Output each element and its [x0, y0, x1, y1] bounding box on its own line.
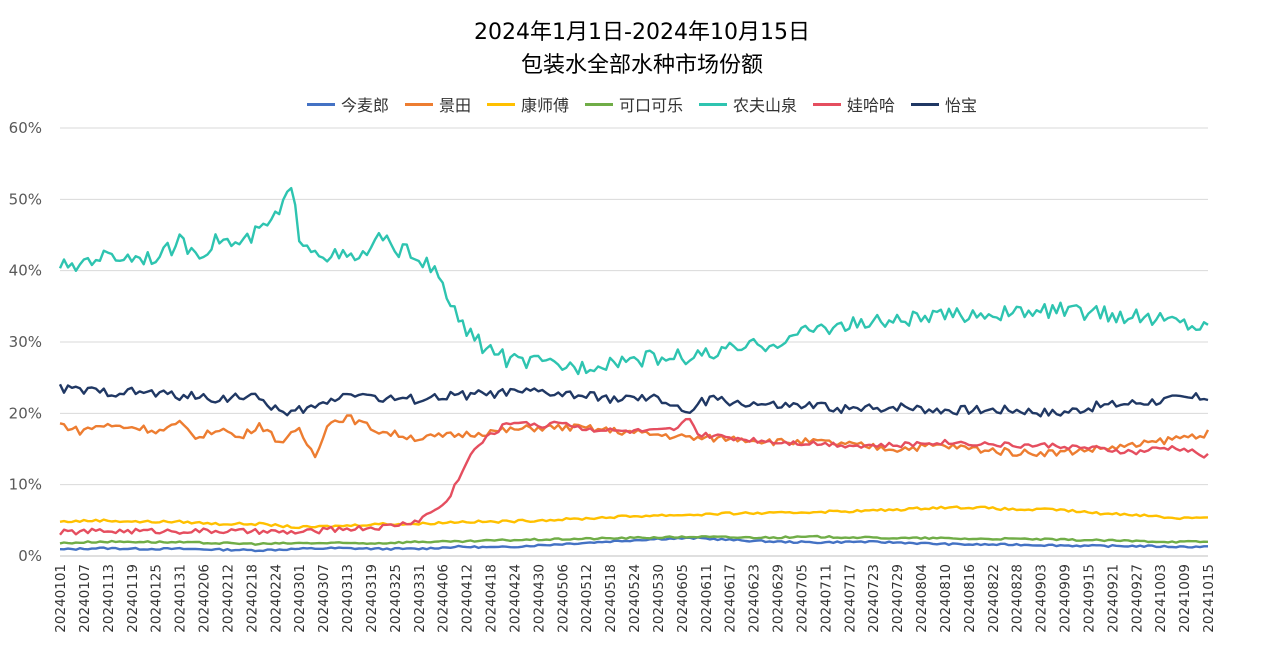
x-tick-label: 20240729 — [890, 564, 906, 633]
legend-item: 康师傅 — [486, 92, 569, 116]
x-tick-label: 20240430 — [531, 564, 547, 633]
legend-label: 康师傅 — [520, 96, 569, 115]
x-tick-label: 20240113 — [101, 564, 117, 633]
series-line-6 — [58, 383, 1209, 418]
legend-label: 可口可乐 — [618, 96, 683, 115]
legend-label: 今麦郎 — [340, 96, 389, 115]
x-tick-label: 20240605 — [675, 564, 691, 633]
legend-swatch — [584, 102, 613, 106]
y-tick-label: 50% — [9, 190, 42, 208]
x-tick-label: 20240530 — [651, 564, 667, 633]
legend-swatch — [699, 102, 727, 106]
legend-swatch — [486, 102, 515, 106]
x-tick-label: 20240218 — [244, 564, 260, 633]
x-tick-label: 20240119 — [125, 564, 141, 633]
legend-label: 娃哈哈 — [847, 96, 896, 115]
legend-item: 可口可乐 — [584, 92, 683, 116]
x-tick-label: 20240617 — [723, 564, 739, 633]
x-tick-label: 20240424 — [507, 564, 523, 633]
x-tick-label: 20240629 — [771, 564, 787, 633]
x-tick-label: 20240107 — [77, 564, 93, 633]
legend-swatch — [813, 102, 842, 106]
x-tick-label: 20240418 — [484, 564, 500, 633]
series-line-0 — [59, 536, 1208, 553]
y-tick-label: 0% — [18, 547, 42, 565]
x-tick-label: 20240506 — [555, 564, 571, 633]
gridlines — [60, 127, 1208, 557]
x-tick-label: 20240915 — [1081, 564, 1097, 633]
chart-subtitle: 包装水全部水种市场份额 — [520, 53, 763, 78]
y-tick-label: 40% — [9, 262, 42, 280]
x-axis-ticks: 20240101 20240107 20240113 20240119 20240125… — [53, 564, 1217, 633]
x-tick-label: 20240711 — [818, 564, 834, 633]
legend-swatch — [404, 102, 433, 106]
chart-legend: 今麦郎 景田 康师傅 可口可乐 农夫山泉 娃哈哈 怡宝 — [0, 92, 1284, 116]
series-line-5 — [59, 417, 1209, 536]
x-tick-label: 20240406 — [436, 564, 452, 633]
legend-item: 今麦郎 — [306, 92, 389, 116]
x-tick-label: 20240816 — [962, 564, 978, 633]
series-line-2 — [59, 505, 1209, 530]
x-tick-label: 20240717 — [842, 564, 858, 633]
x-tick-label: 20241009 — [1177, 564, 1193, 633]
legend-swatch — [911, 102, 940, 106]
x-tick-label: 20240512 — [579, 564, 595, 633]
x-tick-label: 20241003 — [1153, 564, 1169, 633]
x-tick-label: 20240623 — [747, 564, 763, 633]
x-tick-label: 20240307 — [316, 564, 332, 633]
x-tick-label: 20240524 — [627, 564, 643, 633]
x-tick-label: 20240319 — [364, 564, 380, 633]
legend-item: 怡宝 — [911, 92, 977, 116]
y-tick-label: 20% — [9, 404, 42, 422]
x-tick-label: 20240810 — [938, 564, 954, 633]
x-tick-label: 20240723 — [866, 564, 882, 633]
x-tick-label: 20240412 — [460, 564, 476, 633]
x-tick-label: 20240325 — [388, 564, 404, 633]
x-tick-label: 20240313 — [340, 564, 356, 633]
x-tick-label: 20240101 — [53, 564, 69, 633]
legend-swatch — [306, 102, 335, 106]
x-tick-label: 20240224 — [268, 564, 284, 633]
x-tick-label: 20240206 — [197, 564, 213, 633]
legend-label: 景田 — [438, 96, 471, 115]
y-tick-label: 10% — [9, 476, 42, 494]
x-tick-label: 20240804 — [914, 564, 930, 633]
x-tick-label: 20240611 — [699, 564, 715, 633]
x-tick-label: 20240518 — [603, 564, 619, 633]
series-lines — [58, 186, 1210, 553]
series-line-1 — [59, 414, 1210, 459]
x-tick-label: 20240331 — [412, 564, 428, 633]
x-tick-label: 20240301 — [292, 564, 308, 633]
x-tick-label: 20241015 — [1201, 564, 1217, 633]
legend-item: 娃哈哈 — [813, 92, 895, 116]
chart-title: 2024年1月1日-2024年10月15日 — [474, 20, 810, 45]
y-tick-label: 30% — [9, 333, 42, 351]
series-line-3 — [59, 534, 1209, 546]
legend-label: 怡宝 — [945, 96, 978, 115]
y-tick-label: 60% — [9, 119, 42, 137]
x-tick-label: 20240212 — [220, 564, 236, 633]
y-axis-ticks: 0% 10% 20% 30% 40% 50% 60% — [9, 119, 42, 565]
legend-item: 农夫山泉 — [699, 92, 797, 116]
x-tick-label: 20240131 — [173, 564, 189, 633]
legend-item: 景田 — [404, 92, 471, 116]
x-tick-label: 20240903 — [1034, 564, 1050, 633]
x-tick-label: 20240927 — [1129, 564, 1145, 633]
x-tick-label: 20240705 — [794, 564, 810, 633]
x-tick-label: 20240822 — [986, 564, 1002, 633]
x-tick-label: 20240909 — [1058, 564, 1074, 633]
x-tick-label: 20240921 — [1105, 564, 1121, 633]
legend-label: 农夫山泉 — [733, 96, 798, 115]
x-tick-label: 20240828 — [1010, 564, 1026, 633]
x-tick-label: 20240125 — [149, 564, 165, 633]
series-line-4 — [58, 186, 1209, 376]
